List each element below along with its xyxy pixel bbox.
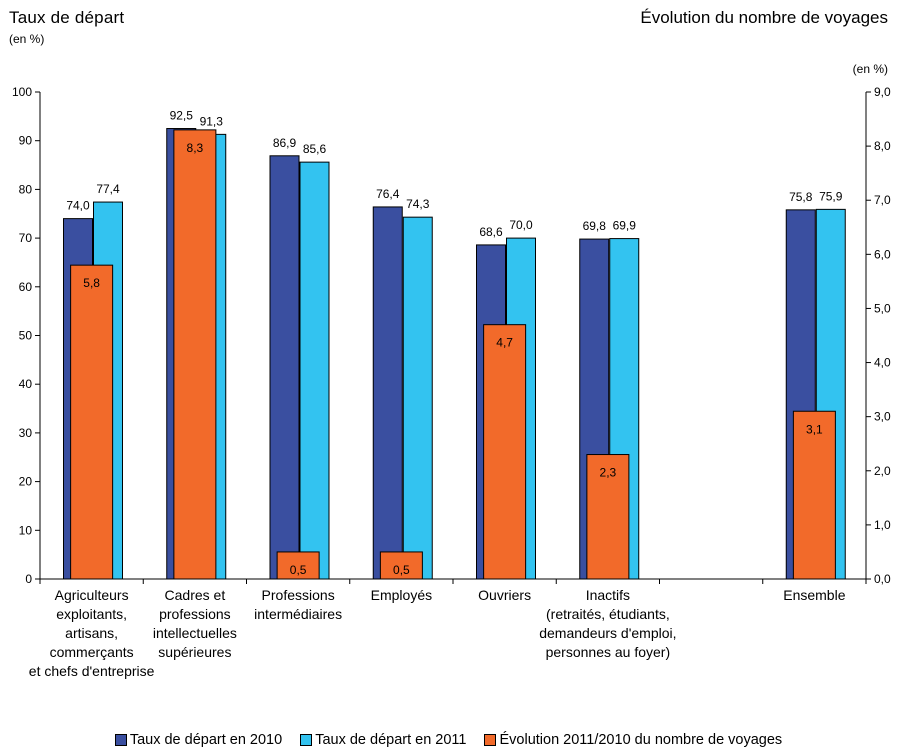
left-tick-label: 90	[19, 134, 33, 148]
right-tick-label: 3,0	[874, 410, 891, 424]
category-label: Ouvriers	[478, 587, 531, 603]
label-2010: 75,8	[789, 190, 813, 204]
label-evolution: 3,1	[806, 422, 823, 436]
category-label: commerçants	[50, 644, 134, 660]
left-axis-unit: (en %)	[9, 32, 45, 46]
category-label: intermédiaires	[254, 606, 342, 622]
legend-item-2010[interactable]: Taux de départ en 2010	[114, 732, 283, 748]
label-2010: 92,5	[170, 109, 194, 123]
label-evolution: 5,8	[83, 276, 100, 290]
category-label: Employés	[371, 587, 432, 603]
legend-item-evolution[interactable]: Évolution 2011/2010 du nombre de voyages	[484, 732, 782, 748]
category-label: intellectuelles	[153, 625, 237, 641]
bar-evolution	[586, 454, 630, 580]
category-label: Inactifs	[586, 587, 630, 603]
bar-2011	[299, 161, 330, 580]
left-tick-label: 10	[19, 523, 33, 537]
legend: Taux de départ en 2010 Taux de départ en…	[0, 731, 897, 749]
bar-chart: 0 10 20 30 40 50 60 70 80 90 100 0,0 1,0 2,0 3,0 4,0 5,0…	[12, 85, 891, 679]
label-2010: 86,9	[273, 136, 297, 150]
label-2011: 77,4	[96, 182, 120, 196]
right-tick-label: 7,0	[874, 193, 891, 207]
bar-2010	[372, 206, 403, 580]
right-axis-unit: (en %)	[852, 62, 888, 76]
category-label: (retraités, étudiants,	[546, 606, 670, 622]
bar-evolution	[70, 264, 114, 580]
label-2010: 69,8	[583, 219, 607, 233]
right-tick-label: 5,0	[874, 301, 891, 315]
label-evolution: 0,5	[393, 563, 410, 577]
left-tick-label: 20	[19, 475, 33, 489]
right-axis-title: Évolution du nombre de voyages	[640, 8, 888, 27]
right-tick-label: 8,0	[874, 139, 891, 153]
left-tick-label: 80	[19, 182, 33, 196]
label-2011: 91,3	[200, 114, 224, 128]
left-tick-label: 60	[19, 280, 33, 294]
bar-evolution	[276, 551, 320, 580]
category-label: Ensemble	[783, 587, 845, 603]
label-evolution: 2,3	[600, 466, 617, 480]
right-tick-label: 4,0	[874, 356, 891, 370]
legend-swatch-2010	[114, 734, 127, 746]
label-2011: 69,9	[613, 219, 637, 233]
bar-evolution	[173, 129, 217, 580]
category-label: professions	[159, 606, 231, 622]
label-2011: 75,9	[819, 189, 843, 203]
category-label: Professions	[262, 587, 335, 603]
left-tick-label: 100	[12, 85, 32, 99]
left-tick-label: 50	[19, 329, 33, 343]
bar-2011	[402, 216, 433, 580]
category-label: supérieures	[158, 644, 231, 660]
bar-2010	[269, 155, 300, 580]
left-tick-label: 70	[19, 231, 33, 245]
category-label: et chefs d'entreprise	[29, 663, 155, 679]
left-tick-label: 30	[19, 426, 33, 440]
category-label: Cadres et	[165, 587, 226, 603]
label-2011: 85,6	[303, 142, 327, 156]
right-tick-label: 2,0	[874, 464, 891, 478]
legend-swatch-evolution	[484, 734, 497, 746]
label-2011: 74,3	[406, 197, 430, 211]
right-tick-label: 9,0	[874, 85, 891, 99]
legend-label-evolution: Évolution 2011/2010 du nombre de voyages	[499, 732, 783, 748]
label-2010: 74,0	[66, 199, 90, 213]
left-axis-title: Taux de départ	[9, 8, 125, 27]
category-label: demandeurs d'emploi,	[539, 625, 676, 641]
bar-evolution	[483, 324, 527, 580]
label-2010: 76,4	[376, 187, 400, 201]
right-tick-label: 1,0	[874, 518, 891, 532]
legend-label-2011: Taux de départ en 2011	[315, 732, 467, 748]
right-tick-label: 6,0	[874, 247, 891, 261]
legend-item-2011[interactable]: Taux de départ en 2011	[300, 732, 466, 748]
left-tick-label: 40	[19, 377, 33, 391]
category-label: artisans,	[65, 625, 118, 641]
bar-evolution	[379, 551, 423, 580]
left-tick-label: 0	[25, 572, 32, 586]
legend-swatch-2011	[300, 734, 313, 746]
label-evolution: 0,5	[290, 563, 307, 577]
label-evolution: 4,7	[496, 336, 513, 350]
label-evolution: 8,3	[187, 141, 204, 155]
category-label: exploitants,	[56, 606, 127, 622]
right-tick-label: 0,0	[874, 572, 891, 586]
category-label: Agriculteurs	[55, 587, 129, 603]
label-2011: 70,0	[509, 218, 533, 232]
category-label: personnes au foyer)	[546, 644, 671, 660]
bar-evolution	[792, 410, 836, 580]
legend-label-2010: Taux de départ en 2010	[129, 732, 283, 748]
label-2010: 68,6	[479, 225, 503, 239]
